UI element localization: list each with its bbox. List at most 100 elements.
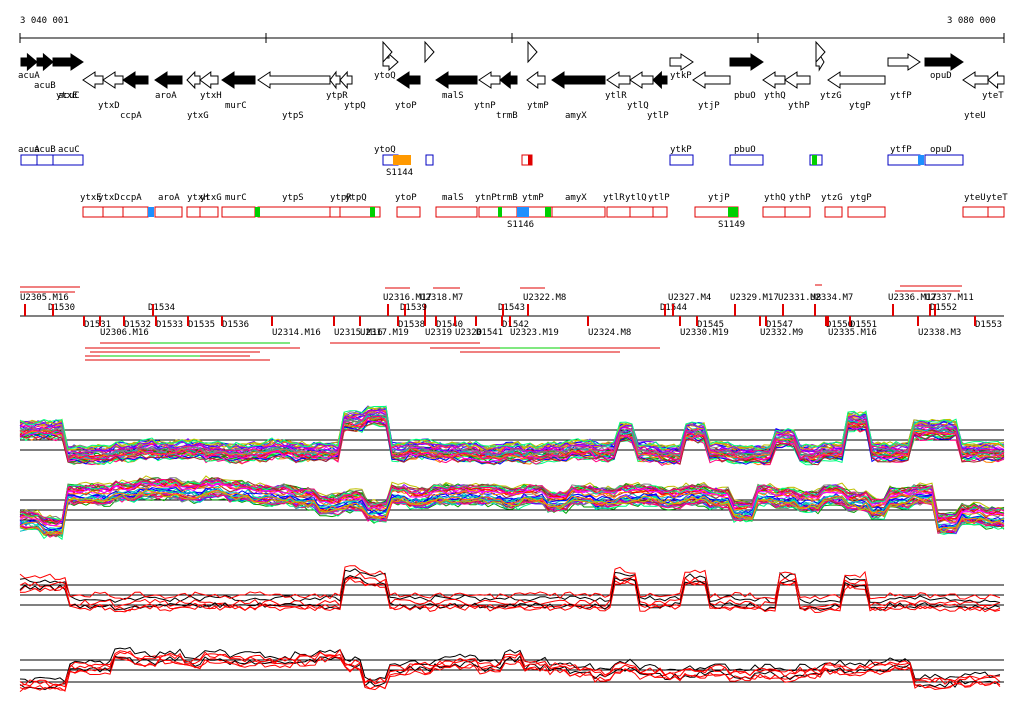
operon-minus-label: ytlR [603, 193, 625, 203]
gene-fragment [527, 40, 538, 64]
expression-line [19, 409, 1005, 455]
segment-label-bottom: U2323.M19 [510, 328, 559, 338]
operon-minus-label: ytoP [395, 193, 417, 203]
gene-arrow [154, 71, 183, 89]
segment-label-top: U2327.M4 [668, 293, 711, 303]
gene-label: yteU [964, 111, 986, 121]
gene-label: pbuO [734, 91, 756, 101]
segment-label-bottom: U2338.M3 [918, 328, 961, 338]
gene-label: ytjP [698, 101, 720, 111]
operon-minus-label: ytgP [850, 193, 872, 203]
operon-plus-label: pbuO [734, 145, 756, 155]
segment-label-bottom: U2320 [455, 328, 482, 338]
operon-minus-label: yteT [986, 193, 1008, 203]
operon-plus-label: opuD [930, 145, 952, 155]
operon-minus-label: ytjP [708, 193, 730, 203]
gene-arrow [551, 71, 606, 89]
gene-arrow [221, 71, 256, 89]
gene-arrow [257, 71, 331, 89]
operon-minus-box [629, 206, 654, 218]
expression-line [19, 405, 1005, 452]
gene-label: murC [225, 101, 247, 111]
ruler-start-label: 3 040 001 [20, 16, 69, 26]
segment-label-bottom: D1538 [398, 320, 425, 330]
segment-label-bottom: D1532 [124, 320, 151, 330]
expression-line [19, 421, 1005, 466]
gene-label: opuD [930, 71, 952, 81]
gene-label: ytpS [282, 111, 304, 121]
operon-minus-box [122, 206, 149, 218]
operon-plus-label: acuA [18, 145, 40, 155]
operon-minus-box [186, 206, 201, 218]
operon-highlight [370, 207, 375, 217]
expression-line [19, 572, 1001, 609]
ruler-end-label: 3 080 000 [947, 16, 996, 26]
segment-label-bottom: U2317.M19 [360, 328, 409, 338]
gene-fragment [382, 40, 393, 64]
gene-label: ytgP [849, 101, 871, 111]
operon-minus-label: yteU [964, 193, 986, 203]
operon-minus-box [329, 206, 341, 218]
operon-minus-label: ytlQ [625, 193, 647, 203]
gene-arrow [887, 53, 921, 71]
operon-extra-label: S1144 [386, 168, 413, 178]
operon-minus-label: ytxE [80, 193, 102, 203]
operon-plus-box [924, 154, 964, 166]
segment-label-top: U2337.M11 [925, 293, 974, 303]
gene-arrow [329, 70, 341, 90]
gene-fragment [424, 40, 435, 64]
gene-arrow [186, 70, 201, 90]
gene-arrow [987, 70, 1005, 90]
expression-line [19, 419, 1005, 463]
operon-plus-label: ytfP [890, 145, 912, 155]
operon-highlight [812, 155, 817, 165]
expression-line [19, 420, 1005, 465]
operon-minus-box [551, 206, 606, 218]
operon-minus-box [221, 206, 256, 218]
gene-label: ytlR [605, 91, 627, 101]
segment-label-top: D1539 [400, 303, 427, 313]
gene-arrow [652, 70, 668, 90]
segment-label-bottom: D1551 [850, 320, 877, 330]
expression-line [19, 494, 1005, 537]
operon-minus-box [339, 206, 381, 218]
operon-minus-box [478, 206, 501, 218]
gene-arrow [396, 71, 421, 89]
segment-label-bottom: U2319 [425, 328, 452, 338]
gene-arrow [827, 71, 886, 89]
operon-minus-box [962, 206, 989, 218]
segment-label-top: D1530 [48, 303, 75, 313]
segment-label-top: D1543 [498, 303, 525, 313]
gene-label: ytpQ [344, 101, 366, 111]
gene-label: malS [442, 91, 464, 101]
segment-label-top: U2316.M17 [383, 293, 432, 303]
operon-minus-box [396, 206, 421, 218]
segment-label-bottom: U2315.M16 [334, 328, 383, 338]
operon-minus-box [102, 206, 124, 218]
gene-label: ytfP [890, 91, 912, 101]
gene-arrow [52, 53, 84, 71]
operon-plus-box [729, 154, 764, 166]
gene-arrow [102, 71, 124, 89]
gene-label: ytoP [395, 101, 417, 111]
expression-line [19, 650, 1001, 688]
operon-minus-label: ytnP [475, 193, 497, 203]
expression-line [19, 405, 1005, 450]
segment-label-bottom: U2324.M8 [588, 328, 631, 338]
segment-label-top: D1534 [148, 303, 175, 313]
operon-extra-label: S1149 [718, 220, 745, 230]
gene-arrow [478, 71, 501, 89]
expression-line [19, 421, 1005, 466]
gene-label: ytlQ [627, 101, 649, 111]
gene-arrow [606, 71, 631, 89]
operon-minus-box [784, 206, 811, 218]
operon-minus-box [257, 206, 331, 218]
segment-label-bottom: D1545 [697, 320, 724, 330]
expression-line [19, 489, 1005, 535]
operon-minus-label: ccpA [120, 193, 142, 203]
gene-label: ytxH [200, 91, 222, 101]
operon-highlight [255, 207, 260, 217]
expression-line [19, 576, 1001, 612]
